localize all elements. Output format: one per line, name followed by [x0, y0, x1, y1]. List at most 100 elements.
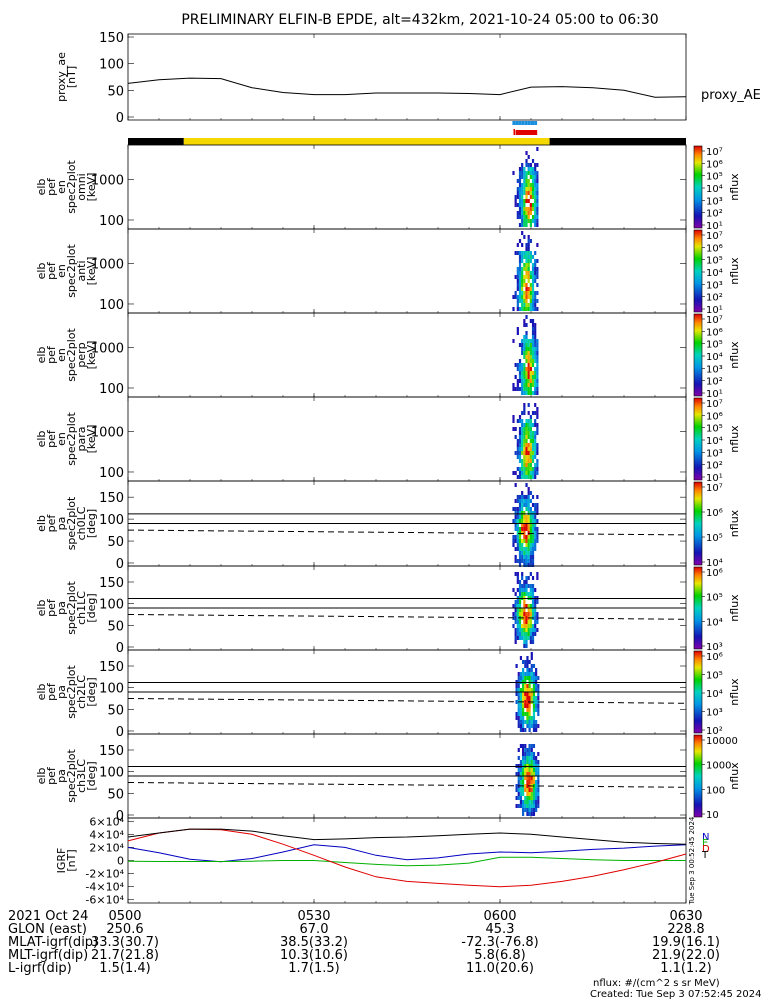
ylabel-line: para — [75, 427, 88, 452]
heatmap-cell — [523, 604, 526, 608]
heatmap-cell — [527, 403, 530, 407]
heatmap-cell — [536, 363, 539, 367]
heatmap-cell — [521, 215, 524, 219]
heatmap-cell — [531, 535, 535, 539]
heatmap-cell — [512, 612, 515, 616]
ylabel-line: spec2plot — [65, 665, 78, 719]
heatmap-cell — [525, 255, 528, 259]
heatmap-cell — [523, 187, 526, 191]
colorbar — [693, 566, 703, 650]
heatmap-cell — [523, 535, 526, 539]
footer-row-label: GLON (east) — [8, 922, 87, 937]
heatmap-cell — [529, 191, 532, 195]
heatmap-cell — [529, 391, 532, 395]
heatmap-cell — [531, 451, 535, 455]
heatmap-cell — [518, 167, 522, 171]
heatmap-cell — [529, 620, 532, 624]
heatmap-cell — [525, 555, 528, 559]
heatmap-cell — [529, 259, 532, 263]
heatmap-cell — [515, 664, 518, 668]
heatmap-cell — [531, 207, 535, 211]
ylabel-line: [deg] — [85, 509, 98, 538]
y-tick-label: 100 — [99, 598, 124, 613]
heatmap-cell — [521, 175, 524, 179]
heatmap-cell — [537, 788, 540, 792]
heatmap-cell — [525, 551, 528, 555]
heatmap-cell — [516, 447, 519, 451]
heatmap-cell — [534, 323, 537, 327]
heatmap-cell — [534, 435, 537, 439]
heatmap-cell — [534, 443, 537, 447]
heatmap-cell — [534, 507, 537, 511]
y-tick-label: 150 — [99, 660, 124, 675]
heatmap-cell — [521, 439, 524, 443]
heatmap-cell — [536, 503, 539, 507]
heatmap-cell — [529, 463, 532, 467]
heatmap-cell — [531, 439, 535, 443]
heatmap-cell — [527, 243, 530, 247]
heatmap-cell — [527, 239, 530, 243]
heatmap-cell — [532, 752, 536, 756]
heatmap-cell — [514, 195, 517, 199]
heatmap-cell — [521, 255, 524, 259]
heatmap-cell — [518, 580, 522, 584]
heatmap-cell — [534, 383, 537, 387]
heatmap-cell — [535, 704, 538, 708]
heatmap-cell — [518, 279, 522, 283]
heatmap-cell — [521, 411, 524, 415]
heatmap-cell — [528, 744, 531, 748]
panel-frame — [127, 312, 687, 398]
heatmap-cell — [531, 435, 535, 439]
footer-row-value: 21.7(21.8) — [91, 948, 159, 963]
colorbar-tick-label: 10¹ — [706, 473, 723, 484]
heatmap-cell — [536, 535, 539, 539]
heatmap-cell — [531, 503, 535, 507]
heatmap-cell — [529, 511, 532, 515]
heatmap-cell — [532, 756, 536, 760]
heatmap-cell — [516, 179, 519, 183]
heatmap-cell — [516, 531, 519, 535]
heatmap-cell — [512, 624, 515, 628]
heatmap-cell — [536, 620, 539, 624]
heatmap-cell — [529, 163, 532, 167]
heatmap-cell — [521, 459, 524, 463]
y-tick-label: 100 — [99, 513, 124, 528]
heatmap-cell — [516, 455, 519, 459]
science-mark-blue — [527, 121, 531, 125]
heatmap-cell — [531, 555, 535, 559]
heatmap-cell — [529, 287, 532, 291]
footer-row-value: 21.9(22.0) — [652, 948, 720, 963]
heatmap-cell — [518, 251, 522, 255]
heatmap-cell — [527, 411, 530, 415]
heatmap-cell — [536, 411, 539, 415]
heatmap-cell — [534, 295, 537, 299]
heatmap-cell — [526, 668, 529, 672]
heatmap-cell — [531, 471, 535, 475]
heatmap-cell — [529, 207, 532, 211]
heatmap-cell — [518, 636, 522, 640]
heatmap-cell — [527, 608, 530, 612]
heatmap-cell — [518, 195, 522, 199]
heatmap-cell — [529, 347, 532, 351]
footer-row-value: 1.5(1.4) — [99, 961, 151, 976]
heatmap-cell — [525, 387, 528, 391]
heatmap-cell — [514, 295, 517, 299]
heatmap-cell — [522, 780, 525, 784]
heatmap-cell — [531, 327, 535, 331]
heatmap-cell — [528, 724, 531, 728]
ylabel-line: [keV] — [85, 257, 98, 286]
heatmap-cell — [514, 451, 517, 455]
heatmap-cell — [534, 347, 537, 351]
heatmap-cell — [525, 475, 528, 479]
heatmap-cell — [522, 756, 525, 760]
heatmap-cell — [523, 455, 526, 459]
heatmap-cell — [536, 275, 539, 279]
heatmap-cell — [516, 251, 519, 255]
heatmap-cell — [516, 547, 519, 551]
heatmap-cell — [529, 319, 532, 323]
heatmap-cell — [531, 323, 535, 327]
science-mark-red-start — [513, 129, 515, 135]
